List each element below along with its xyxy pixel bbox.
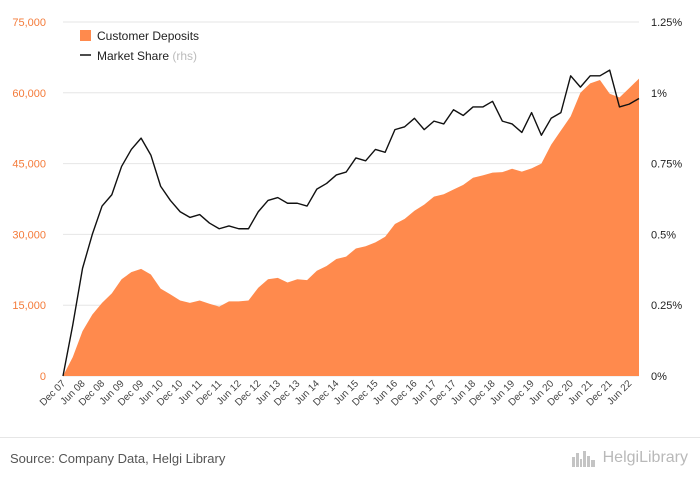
left-tick-label: 45,000 bbox=[12, 159, 46, 171]
market-share-line bbox=[62, 69, 640, 377]
legend-label-market-share: Market Share (rhs) bbox=[97, 49, 197, 63]
left-tick-label: 75,000 bbox=[12, 17, 46, 29]
right-tick-label: 0.5% bbox=[651, 229, 676, 241]
left-axis: 0 15,000 30,000 45,000 60,000 75,000 bbox=[12, 17, 46, 383]
source-note: Source: Company Data, Helgi Library bbox=[10, 451, 226, 466]
right-tick-label: 1.25% bbox=[651, 17, 682, 29]
right-tick-label: 0.25% bbox=[651, 300, 682, 312]
legend-label-deposits: Customer Deposits bbox=[97, 29, 199, 43]
right-tick-label: 1% bbox=[651, 88, 667, 100]
legend-label-rhs: (rhs) bbox=[172, 49, 197, 63]
deposits-area-layer bbox=[63, 78, 639, 376]
market-share-line-layer bbox=[62, 69, 640, 377]
left-tick-label: 30,000 bbox=[12, 229, 46, 241]
legend: Customer Deposits Market Share (rhs) bbox=[80, 29, 199, 63]
left-tick-label: 0 bbox=[40, 371, 46, 383]
brand-logo[interactable]: HelgiLibrary bbox=[571, 449, 688, 467]
footer-divider bbox=[0, 437, 700, 438]
legend-swatch-deposits bbox=[80, 30, 91, 41]
brand-text: HelgiLibrary bbox=[602, 449, 688, 466]
right-tick-label: 0% bbox=[651, 371, 667, 383]
city-skyline-icon bbox=[571, 451, 595, 467]
right-axis: 0% 0.25% 0.5% 0.75% 1% 1.25% bbox=[651, 17, 682, 383]
left-tick-label: 15,000 bbox=[12, 300, 46, 312]
left-tick-label: 60,000 bbox=[12, 88, 46, 100]
customer-deposits-area bbox=[63, 78, 639, 376]
right-tick-label: 0.75% bbox=[651, 159, 682, 171]
